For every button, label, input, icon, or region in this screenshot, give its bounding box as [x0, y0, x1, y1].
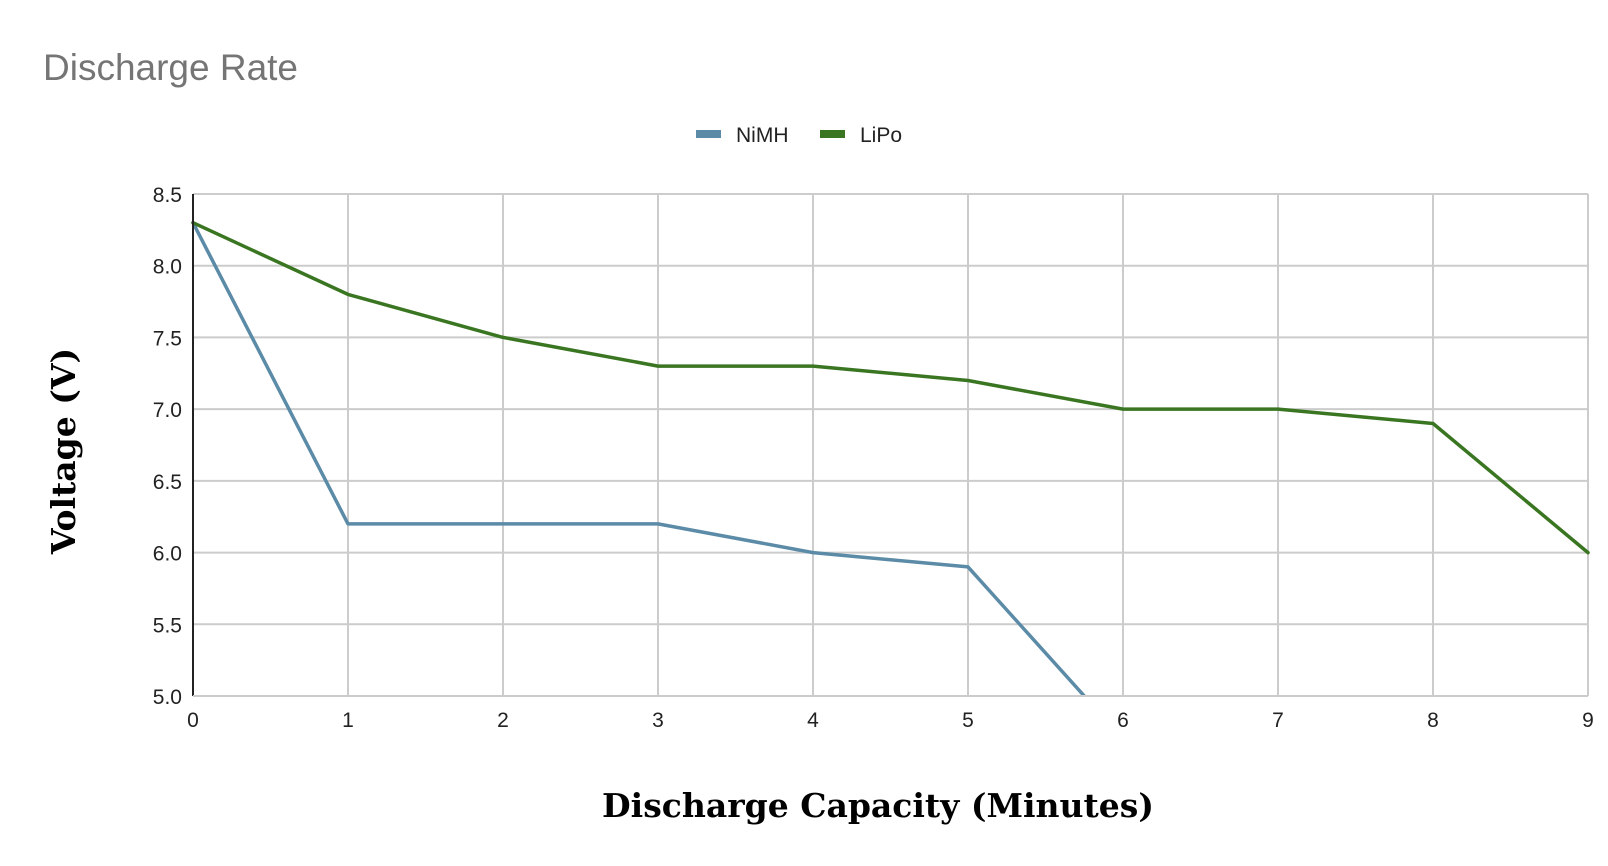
y-tick-label: 7.5	[153, 327, 182, 350]
x-tick-label: 3	[652, 709, 664, 732]
x-tick-label: 5	[962, 709, 974, 732]
series-layer	[191, 220, 1590, 696]
series-line-lipo	[191, 220, 1590, 555]
legend-swatch-lipo	[820, 130, 845, 138]
x-tick-label: 1	[342, 709, 354, 732]
y-tick-label: 5.0	[153, 686, 182, 709]
legend-label-lipo: LiPo	[860, 124, 902, 147]
chart-title: Discharge Rate	[43, 47, 298, 88]
x-tick-label: 8	[1427, 709, 1439, 732]
y-tick-label: 8.5	[153, 184, 182, 207]
x-axis-title: Discharge Capacity (Minutes)	[602, 786, 1154, 825]
legend: NiMH LiPo	[696, 124, 902, 147]
x-tick-label: 7	[1272, 709, 1284, 732]
y-axis-title: Voltage (V)	[44, 348, 83, 555]
x-tick-label: 4	[807, 709, 819, 732]
x-tick-label: 9	[1582, 709, 1594, 732]
x-tick-label: 6	[1117, 709, 1129, 732]
y-tick-label: 8.0	[153, 256, 182, 279]
x-tick-label: 0	[187, 709, 199, 732]
y-tick-label: 7.0	[153, 399, 182, 422]
x-gridlines	[192, 194, 1589, 696]
x-tick-labels: 0 1 2 3 4 5 6 7 8 9	[187, 709, 1594, 732]
y-tick-labels: 5.0 5.5 6.0 6.5 7.0 7.5 8.0 8.5	[153, 184, 182, 709]
y-gridlines	[193, 193, 1588, 697]
legend-label-nimh: NiMH	[736, 124, 789, 147]
y-tick-label: 6.0	[153, 543, 182, 566]
y-tick-label: 5.5	[153, 614, 182, 637]
x-tick-label: 2	[497, 709, 509, 732]
legend-swatch-nimh	[696, 130, 721, 138]
series-line-nimh	[191, 220, 1087, 696]
y-tick-label: 6.5	[153, 471, 182, 494]
